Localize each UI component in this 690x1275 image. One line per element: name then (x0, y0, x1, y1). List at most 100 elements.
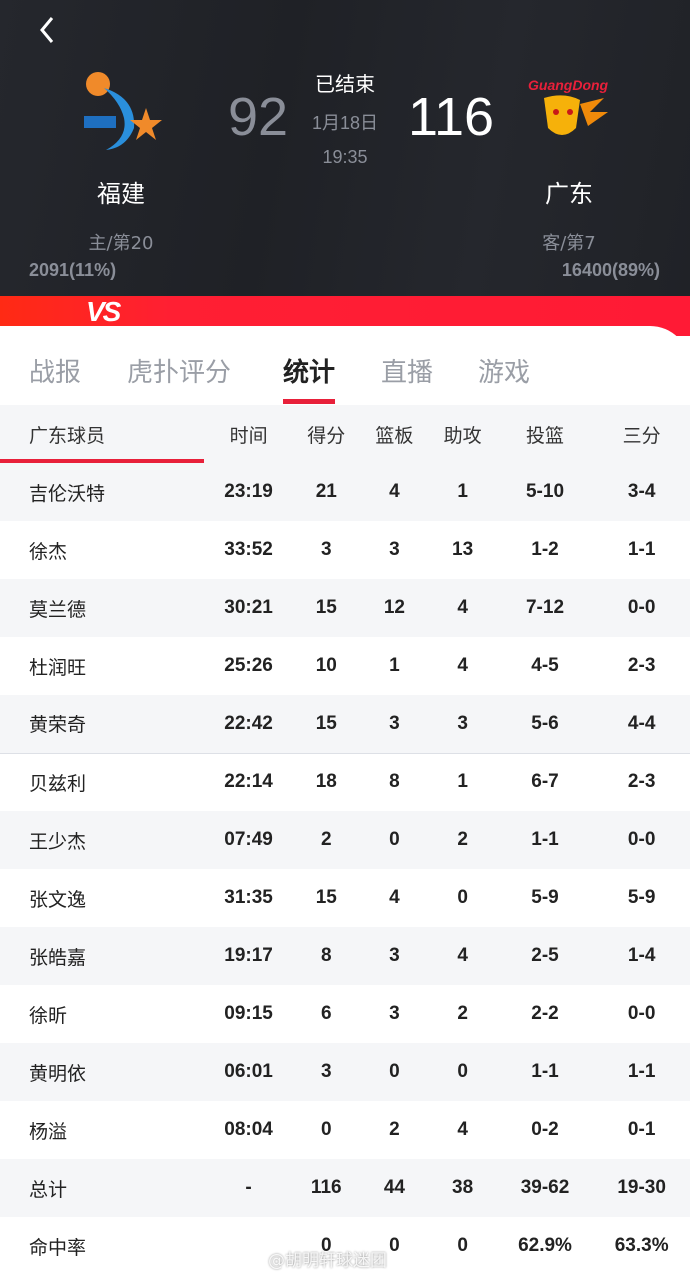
table-row[interactable]: 贝兹利 22:14 18 8 1 6-7 2-3 (0, 753, 690, 811)
stat-cell: 1-1 (627, 1061, 656, 1082)
column-header[interactable]: 三分 (622, 425, 661, 447)
tab-ratings[interactable]: 虎扑评分 (127, 358, 232, 388)
stat-cell: 44 (383, 1177, 405, 1198)
table-row[interactable]: 张文逸 31:35 15 4 0 5-9 5-9 (0, 869, 690, 927)
column-header[interactable]: 助攻 (443, 425, 482, 447)
table-row[interactable]: 总计 - 116 44 38 39-62 19-30 (0, 1159, 690, 1217)
tab-report[interactable]: 战报 (29, 358, 82, 388)
stat-cell: 3 (389, 712, 400, 734)
stat-cell: 08:04 (224, 1119, 273, 1140)
stat-cell: 5-10 (525, 481, 565, 502)
stat-cell: 15 (315, 597, 337, 618)
stat-cell: 0-1 (627, 1119, 656, 1140)
stat-cell: 0 (320, 1235, 332, 1256)
stat-cell: 2 (389, 1119, 400, 1140)
table-row[interactable]: 命中率 0 0 0 62.9% 63.3% (0, 1217, 690, 1275)
stat-cell: 8 (320, 945, 332, 966)
tab-stats[interactable]: 统计 (283, 358, 336, 388)
column-header[interactable]: 篮板 (375, 425, 414, 447)
away-score: 116 (408, 87, 495, 147)
home-team[interactable]: 福建 主/第20 (46, 68, 196, 255)
stat-cell: 22:42 (224, 712, 273, 734)
away-team-rank: 客/第7 (542, 233, 596, 254)
table-row[interactable]: 杨溢 08:04 0 2 4 0-2 0-1 (0, 1101, 690, 1159)
stat-cell: 1-1 (531, 829, 559, 850)
stat-cell: 5-9 (627, 887, 656, 908)
table-row[interactable]: 黄明依 06:01 3 0 0 1-1 1-1 (0, 1043, 690, 1101)
stat-cell: 1-1 (531, 1061, 559, 1082)
content-panel: 战报 虎扑评分 统计 直播 游戏 广东球员 时间 得分 篮板 助攻 投篮 三分 吉伦沃特 23… (0, 326, 690, 1273)
stat-cell: 2-2 (531, 1003, 559, 1024)
table-row[interactable]: 徐昕 09:15 6 3 2 2-2 0-0 (0, 985, 690, 1043)
stat-cell: 39-62 (520, 1177, 570, 1198)
stat-cell: 4 (457, 945, 468, 966)
stat-cell: 5-9 (531, 887, 559, 908)
home-team-name: 福建 (97, 180, 145, 208)
home-score: 92 (228, 87, 289, 147)
stat-cell: 116 (310, 1177, 342, 1198)
svg-text:GuangDong: GuangDong (528, 77, 609, 93)
stat-cell: 0-0 (627, 597, 656, 618)
stat-cell: 09:15 (224, 1003, 273, 1024)
home-support-count[interactable]: 2091(11%) (29, 260, 117, 280)
stat-cell: 0-0 (627, 829, 656, 850)
stat-cell: 2 (457, 1003, 468, 1024)
stat-cell: 22:14 (224, 771, 273, 793)
table-row[interactable]: 杜润旺 25:26 10 1 4 4-5 2-3 (0, 637, 690, 695)
player-name: 杜润旺 (29, 657, 87, 679)
stat-cell: 63.3% (614, 1235, 669, 1256)
match-info: 已结束 1月18日 19:35 (295, 68, 395, 168)
stat-cell: 30:21 (224, 597, 273, 618)
stat-cell: 1 (457, 481, 468, 502)
tab-live[interactable]: 直播 (381, 358, 434, 388)
stat-cell: 15 (315, 887, 337, 908)
stat-cell: 6-7 (531, 771, 559, 793)
stat-cell: 18 (315, 771, 337, 793)
stat-cell: 0 (389, 829, 400, 850)
away-team-name: 广东 (545, 180, 593, 208)
stat-cell: 0 (389, 1061, 400, 1082)
match-time: 19:35 (322, 147, 368, 167)
stat-cell: 4 (457, 1119, 468, 1140)
away-team[interactable]: GuangDong 广东 客/第7 (494, 68, 644, 255)
table-row[interactable]: 张皓嘉 19:17 8 3 4 2-5 1-4 (0, 927, 690, 985)
table-header: 广东球员 时间 得分 篮板 助攻 投篮 三分 (0, 405, 690, 463)
stat-cell: 19-30 (617, 1177, 666, 1198)
tab-games[interactable]: 游戏 (478, 358, 531, 388)
stat-cell: 3 (320, 539, 332, 560)
stat-cell: 4 (389, 481, 400, 502)
stat-cell: 2-3 (627, 771, 656, 793)
watermark: @胡明轩球迷团 (268, 1251, 387, 1271)
player-name: 张文逸 (29, 889, 87, 911)
stat-cell: 0 (320, 1119, 332, 1140)
player-name: 莫兰德 (29, 599, 87, 621)
table-row[interactable]: 徐杰 33:52 3 3 13 1-2 1-1 (0, 521, 690, 579)
stat-cell: 3 (389, 1003, 400, 1024)
player-name: 黄荣奇 (29, 715, 87, 737)
stat-cell: 25:26 (224, 655, 273, 676)
table-row[interactable]: 王少杰 07:49 2 0 2 1-1 0-0 (0, 811, 690, 869)
player-name: 总计 (29, 1179, 68, 1201)
table-row[interactable]: 黄荣奇 22:42 15 3 3 5-6 4-4 (0, 695, 690, 753)
away-support-count[interactable]: 16400(89%) (561, 260, 660, 280)
stat-cell: 4 (457, 655, 468, 676)
stat-cell: 4-4 (627, 712, 656, 734)
stat-cell: 3 (457, 712, 468, 734)
column-header[interactable]: 得分 (307, 425, 346, 447)
player-name: 黄明依 (29, 1063, 87, 1085)
player-name: 贝兹利 (29, 773, 87, 795)
stat-cell: - (245, 1177, 252, 1198)
column-header[interactable]: 广东球员 (0, 405, 205, 463)
table-row[interactable]: 吉伦沃特 23:19 21 4 1 5-10 3-4 (0, 463, 690, 521)
back-arrow-icon[interactable] (34, 14, 64, 46)
stat-cell: 62.9% (518, 1235, 572, 1256)
column-header[interactable]: 时间 (229, 425, 268, 447)
stat-cell: 4 (457, 597, 468, 618)
stat-cell: 19:17 (224, 945, 273, 966)
table-row[interactable]: 莫兰德 30:21 15 12 4 7-12 0-0 (0, 579, 690, 637)
stat-cell: 3 (389, 539, 400, 560)
stat-cell: 31:35 (224, 887, 273, 908)
column-header[interactable]: 投篮 (525, 425, 564, 447)
team-selector-indicator (0, 459, 204, 463)
stat-cell: 3 (389, 945, 400, 966)
